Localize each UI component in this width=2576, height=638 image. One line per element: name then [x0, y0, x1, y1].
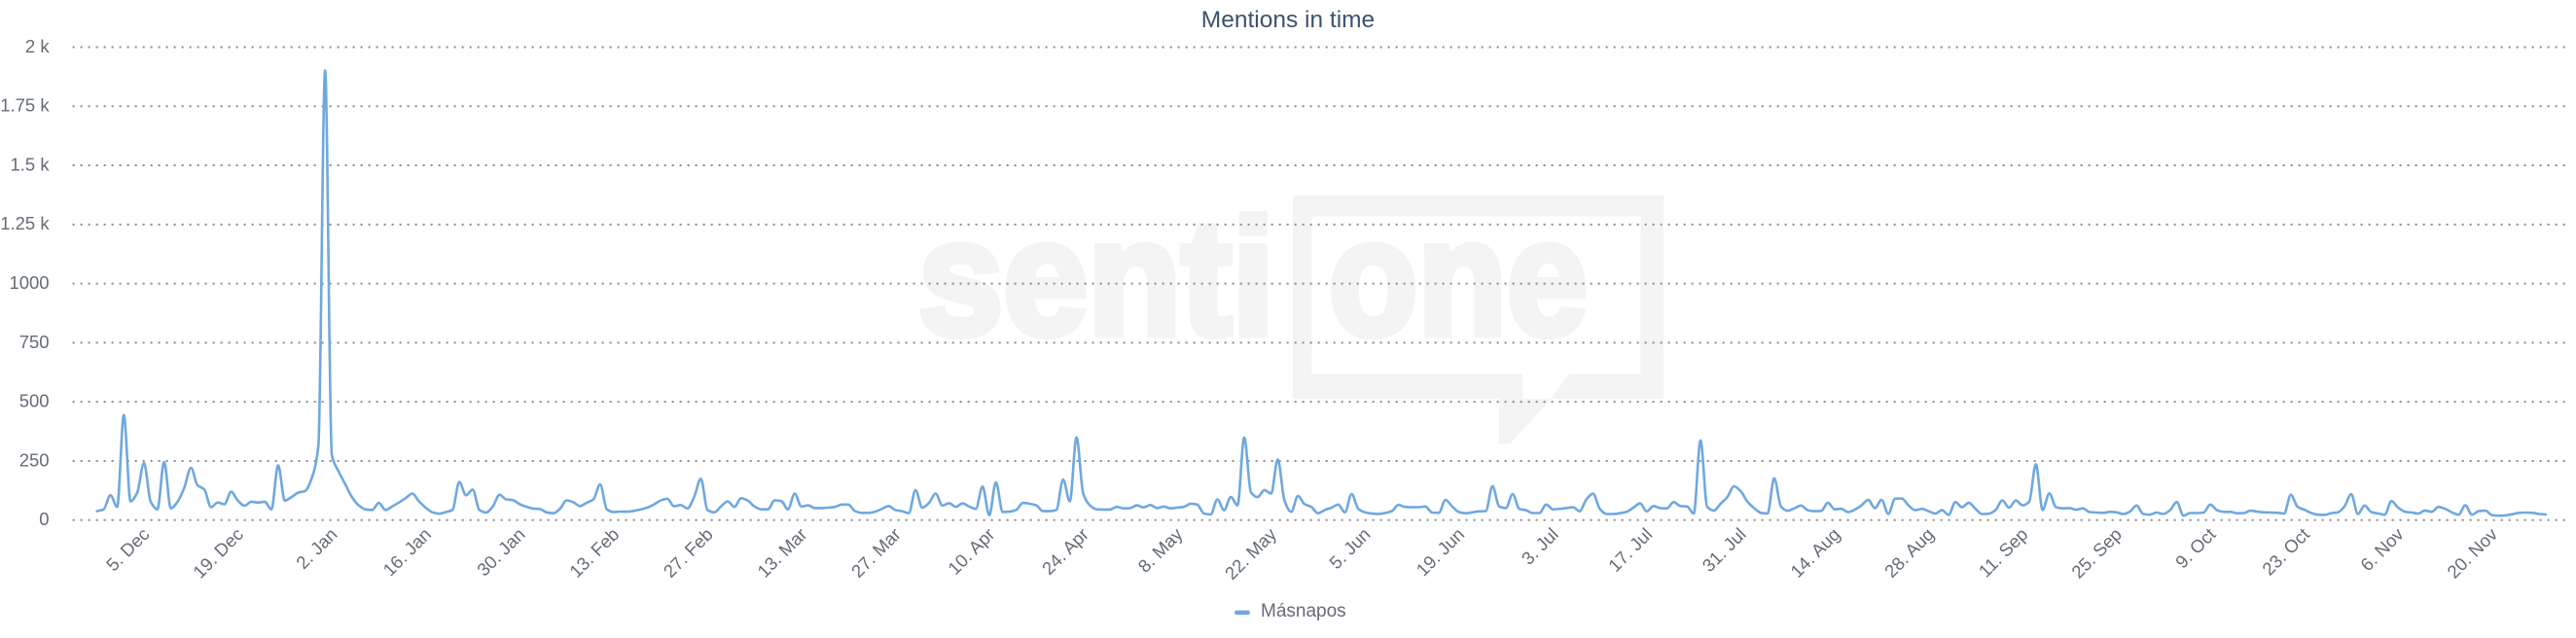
svg-text:senti: senti — [918, 186, 1274, 370]
svg-text:1.25 k: 1.25 k — [0, 213, 50, 233]
svg-text:1000: 1000 — [9, 272, 49, 293]
svg-text:2 k: 2 k — [25, 36, 50, 56]
svg-text:Mentions in time: Mentions in time — [1201, 7, 1375, 33]
svg-text:0: 0 — [39, 509, 49, 529]
svg-text:250: 250 — [19, 449, 50, 470]
svg-text:500: 500 — [19, 391, 50, 411]
svg-text:750: 750 — [19, 332, 50, 352]
svg-text:1.5 k: 1.5 k — [10, 155, 50, 175]
svg-text:Másnapos: Másnapos — [1261, 601, 1346, 621]
svg-text:1.75 k: 1.75 k — [0, 95, 50, 116]
